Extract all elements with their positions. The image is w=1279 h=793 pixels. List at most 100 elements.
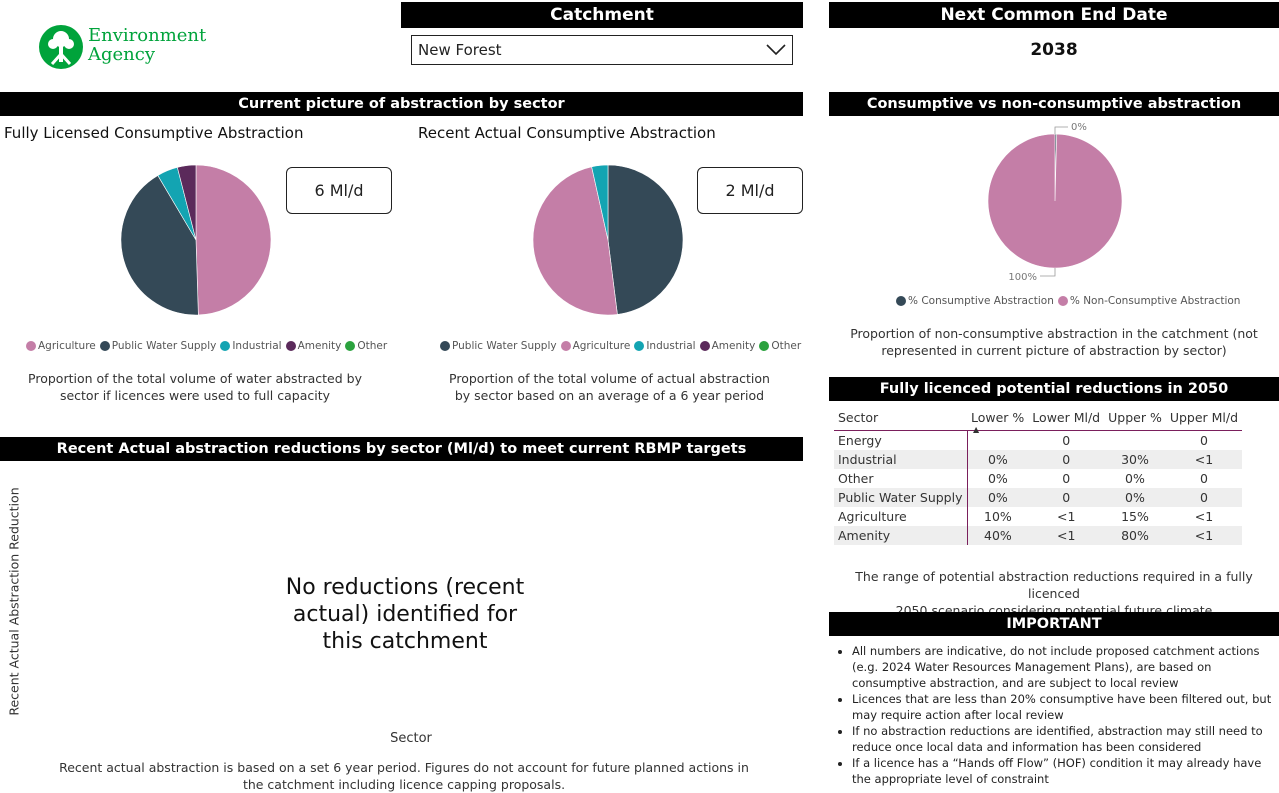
consumptive-caption: Proportion of non-consumptive abstractio… (829, 325, 1279, 359)
cell-upper-pct: 30% (1104, 450, 1166, 469)
no-reductions-line3: this catchment (322, 629, 488, 654)
cell-upper-mld: <1 (1165, 450, 1243, 469)
legend-item[interactable]: Industrial (634, 340, 696, 352)
column-header-lower-mld[interactable]: Lower Ml/d (1032, 409, 1101, 425)
potential-table-header: Sector Lower % ▲ Lower Ml/d Upper % Upper… (834, 404, 1243, 434)
catchment-dropdown[interactable]: New Forest (411, 35, 793, 65)
table-row[interactable]: Energy 0 0 (834, 430, 1242, 451)
actual-total-card: 2 Ml/d (697, 167, 803, 214)
legend-item[interactable]: Other (345, 340, 387, 352)
reductions-x-axis-label: Sector (390, 731, 432, 746)
column-header-upper-pct[interactable]: Upper % (1108, 409, 1162, 425)
legend-swatch (220, 341, 231, 351)
legend-item[interactable]: Agriculture (26, 340, 96, 352)
no-reductions-message: No reductions (recent actual) identified… (250, 574, 560, 655)
actual-caption: Proportion of the total volume of actual… (412, 370, 807, 404)
actual-slice-agriculture[interactable] (532, 166, 618, 316)
licensed-total-card: 6 Ml/d (286, 167, 392, 214)
reductions-footnote-line1: Recent actual abstraction is based on a … (59, 760, 749, 775)
cell-lower-pct: 0% (987, 471, 1008, 486)
reductions-footnote-line2: the catchment including licence capping … (242, 777, 566, 792)
leader-line-top (1054, 126, 1068, 134)
reductions-title: Recent Actual abstraction reductions by … (0, 437, 803, 461)
cell-upper-mld: 0 (1165, 488, 1243, 507)
consumptive-pie-chart: 0% 100% (987, 122, 1123, 283)
consumptive-caption-line1: Proportion of non-consumptive abstractio… (850, 326, 1258, 341)
cell-lower-mld: 0 (1062, 433, 1071, 448)
consumptive-caption-line2: represented in current picture of abstra… (881, 343, 1227, 358)
legend-label: Amenity (297, 340, 342, 352)
legend-swatch (285, 341, 296, 351)
cell-sector: Industrial (834, 450, 968, 469)
licensed-slice-amenity[interactable] (176, 164, 197, 241)
chevron-down-icon (766, 44, 786, 56)
cell-lower-pct: 0% (967, 450, 1029, 469)
cell-lower-pct: 0% (967, 488, 1029, 507)
licensed-chart-title: Fully Licensed Consumptive Abstraction (4, 124, 304, 142)
licensed-slice-agriculture[interactable] (195, 164, 272, 316)
legend-swatch (99, 341, 110, 351)
column-header-lower-pct-label: Lower % (971, 409, 1025, 425)
cell-upper-mld: 0 (1199, 471, 1208, 486)
legend-item[interactable]: % Non-Consumptive Abstraction (1057, 295, 1241, 307)
legend-item[interactable]: Industrial (220, 340, 282, 352)
cell-lower-pct: 40% (967, 526, 1029, 545)
consumptive-slice-non-consumptive-abstraction[interactable] (987, 133, 1123, 269)
actual-slice-public-water-supply[interactable] (607, 164, 684, 315)
environment-agency-logo: Environment Agency (38, 24, 208, 72)
table-row[interactable]: Amenity 40% <1 80% <1 (834, 526, 1243, 545)
catchment-title: Catchment (401, 2, 803, 28)
table-row[interactable]: Other 0% 0 0% 0 (834, 469, 1242, 488)
legend-label: % Non-Consumptive Abstraction (1069, 295, 1241, 307)
table-row[interactable]: Public Water Supply 0% 0 0% 0 (834, 488, 1243, 507)
consumptive-title: Consumptive vs non-consumptive abstracti… (829, 92, 1279, 116)
table-row[interactable]: Agriculture 10% <1 15% <1 (834, 507, 1242, 526)
licensed-pie-chart (120, 164, 272, 316)
licensed-caption-line2: sector if licences were used to full cap… (59, 388, 331, 403)
catchment-selected: New Forest (418, 41, 502, 59)
licensed-slice-public-water-supply[interactable] (120, 175, 199, 316)
actual-caption-line1: Proportion of the total volume of actual… (449, 371, 770, 386)
legend-item[interactable]: Amenity (285, 340, 342, 352)
no-reductions-line2: actual) identified for (292, 602, 518, 627)
legend-item[interactable]: Public Water Supply (440, 340, 557, 352)
cell-upper-mld: <1 (1165, 526, 1243, 545)
cell-upper-pct: 15% (1121, 509, 1149, 524)
data-label-non-consumptive: 100% (1008, 272, 1037, 283)
cell-sector: Agriculture (834, 507, 968, 526)
cell-upper-pct (1104, 431, 1166, 451)
logo-text-line1: Environment (88, 25, 207, 46)
licensed-legend: Agriculture Public Water Supply Industrial… (26, 340, 391, 352)
legend-label: Agriculture (572, 340, 631, 352)
column-header-upper-mld[interactable]: Upper Ml/d (1169, 409, 1239, 425)
legend-label: Industrial (232, 340, 282, 352)
actual-caption-line2: by sector based on an average of a 6 yea… (454, 388, 765, 403)
legend-item[interactable]: % Consumptive Abstraction (896, 295, 1054, 307)
column-header-sector[interactable]: Sector (838, 409, 879, 425)
potential-title: Fully licenced potential reductions in 2… (829, 377, 1279, 401)
legend-label: Public Water Supply (111, 340, 217, 352)
legend-item[interactable]: Other (759, 340, 801, 352)
cell-sector: Amenity (834, 526, 968, 545)
note-item: All numbers are indicative, do not inclu… (852, 643, 1275, 691)
legend-swatch (1057, 296, 1068, 306)
current-picture-title: Current picture of abstraction by sector (0, 92, 803, 116)
legend-item[interactable]: Public Water Supply (99, 340, 217, 352)
legend-swatch (634, 341, 645, 351)
sort-ascending-icon: ▲ (973, 425, 980, 434)
cell-upper-pct: 80% (1104, 526, 1166, 545)
tree-icon (39, 25, 83, 69)
actual-slice-industrial[interactable] (591, 164, 609, 241)
cell-upper-mld: 0 (1199, 433, 1208, 448)
legend-swatch (560, 341, 571, 351)
cell-upper-mld: <1 (1194, 509, 1214, 524)
cell-sector: Public Water Supply (834, 488, 968, 507)
note-item: If no abstraction reductions are identif… (852, 723, 1275, 755)
legend-label: Other (771, 340, 802, 352)
legend-item[interactable]: Agriculture (560, 340, 631, 352)
column-header-lower-pct[interactable]: Lower % ▲ (967, 404, 1028, 434)
table-row[interactable]: Industrial 0% 0 30% <1 (834, 450, 1243, 469)
potential-caption-line1: The range of potential abstraction reduc… (855, 569, 1253, 601)
legend-item[interactable]: Amenity (699, 340, 755, 352)
legend-label: % Consumptive Abstraction (908, 295, 1054, 307)
